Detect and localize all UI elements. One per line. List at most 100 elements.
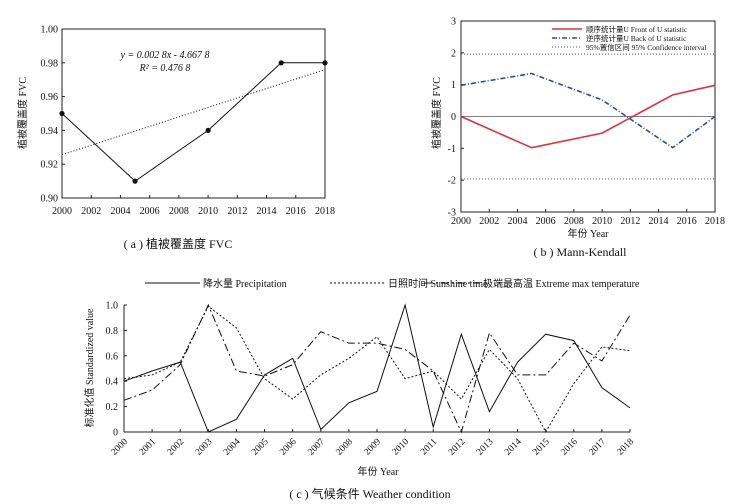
b-xtick-label: 2002 <box>479 216 499 227</box>
a-xtick-label: 2010 <box>198 206 218 217</box>
legend-label-extreme-temp: 极端最高温 Extreme max temperature <box>483 277 640 290</box>
b-xtick-label: 2000 <box>451 216 471 227</box>
panel-b-caption: ( b ) Mann-Kendall <box>534 245 628 259</box>
a-xtick-label: 2002 <box>81 206 101 217</box>
c-xtick-label: 2009 <box>363 437 384 458</box>
b-xtick-label: 2012 <box>620 216 640 227</box>
b-ytick-label: 2 <box>451 48 456 59</box>
legend-label-front-u: 顺序统计量U Front of U statistic <box>586 24 688 34</box>
c-xtick-label: 2012 <box>447 437 468 458</box>
panel-c-lines <box>123 303 631 434</box>
a-fvc-line <box>61 62 325 182</box>
c-extreme-temp-line <box>123 303 631 434</box>
panel-a-r2: R² = 0.476 8 <box>139 63 191 74</box>
a-xtick-label: 2004 <box>110 206 130 217</box>
c-xtick-label: 2007 <box>306 437 327 458</box>
c-xtick-label: 2018 <box>616 437 637 458</box>
c-xtick-label: 2003 <box>194 437 215 458</box>
legend-label-confidence: 95%置信区间 95% Confidence interval <box>586 42 707 52</box>
panel-c-x-ticks: 2000 2001 2002 2003 2004 2005 2006 2007 2008 2009… <box>110 429 637 458</box>
panel-a-lines <box>59 60 328 184</box>
c-ytick-label: 0.2 <box>106 402 119 413</box>
panel-b-lines <box>460 53 716 180</box>
c-ytick-label: 0 <box>113 428 118 439</box>
b-ytick-label: 3 <box>451 17 456 28</box>
a-xtick-label: 2016 <box>286 206 306 217</box>
b-xtick-label: 2008 <box>564 216 584 227</box>
c-precipitation-line <box>123 303 631 433</box>
b-front-u-line <box>460 84 716 149</box>
panel-b-y-label: 植被覆盖度 FVC <box>430 77 443 149</box>
c-sunshine-line <box>123 305 631 434</box>
b-back-u-line <box>460 72 716 149</box>
panel-a-x-ticks: 2000 2002 2004 2006 2008 2010 2012 2014 2016 2018 <box>52 195 335 217</box>
a-xtick-label: 2014 <box>257 206 277 217</box>
a-xtick-label: 2000 <box>52 206 72 217</box>
c-xtick-label: 2011 <box>419 437 439 457</box>
c-xtick-label: 2014 <box>503 437 524 458</box>
panel-a-fvc: 0.900.920.940.960.981.00 2000 2002 2004 200… <box>16 25 335 252</box>
b-ytick-label: -2 <box>448 176 456 187</box>
a-fvc-point <box>59 110 65 117</box>
b-xtick-label: 2014 <box>649 216 669 227</box>
panel-c-legend: 降水量 Precipitation 日照时间 Sunshine time 极端最… <box>145 277 640 290</box>
b-xtick-label: 2010 <box>592 216 612 227</box>
panel-c-x-label: 年份 Year <box>358 465 400 478</box>
a-fvc-point <box>322 60 328 66</box>
panel-b-x-ticks: 2000 2002 2004 2006 2008 2010 2012 2014 2016 2018 <box>451 209 725 227</box>
c-xtick-label: 2001 <box>138 437 159 458</box>
a-fvc-point <box>205 127 211 133</box>
panel-b-legend: 顺序统计量U Front of U statistic 逆序统计量U Back … <box>552 24 707 52</box>
a-fvc-point <box>278 60 284 66</box>
a-fvc-point <box>132 178 138 184</box>
a-ytick-label: 1.00 <box>41 25 59 36</box>
panel-a-y-ticks: 0.90 0.92 0.94 0.96 0.98 1.00 <box>41 25 65 205</box>
a-xtick-label: 2018 <box>315 206 335 217</box>
a-xtick-label: 2008 <box>169 206 189 217</box>
c-xtick-label: 2004 <box>222 437 243 458</box>
panel-c-weather: 00.20.40.60.81.0 2000 2001 2002 2003 2004 200… <box>83 277 640 501</box>
a-ytick-label: 0.98 <box>41 58 59 69</box>
panel-a-equation: y = 0.002 8x - 4.667 8 <box>120 50 210 61</box>
b-xtick-label: 2018 <box>705 216 725 227</box>
legend-label-precipitation: 降水量 Precipitation <box>203 277 287 290</box>
b-xtick-label: 2006 <box>536 216 556 227</box>
b-xtick-label: 2004 <box>507 216 527 227</box>
panel-c-y-label: 标准化值 Standardized value <box>83 308 96 427</box>
a-trend-line <box>61 69 326 156</box>
a-xtick-label: 2006 <box>140 206 160 217</box>
panel-c-y-ticks: 0 0.2 0.4 0.6 0.8 1.0 <box>106 301 127 439</box>
c-xtick-label: 2005 <box>250 437 271 458</box>
b-ytick-label: -1 <box>448 144 456 155</box>
panel-a-caption: ( a ) 植被覆盖度 FVC <box>124 236 233 251</box>
panel-a-y-label: 植被覆盖度 FVC <box>16 77 29 149</box>
a-ytick-label: 0.94 <box>41 126 59 137</box>
c-ytick-label: 1.0 <box>106 301 119 312</box>
panel-b-x-label: 年份 Year <box>568 227 610 240</box>
c-ytick-label: 0.6 <box>106 351 119 362</box>
a-ytick-label: 0.92 <box>41 160 59 171</box>
legend-label-sunshine: 日照时间 Sunshine time <box>388 277 488 290</box>
b-ytick-label: 0 <box>451 112 456 123</box>
b-ytick-label: -3 <box>448 208 456 219</box>
a-ytick-label: 0.90 <box>41 194 59 205</box>
a-ytick-label: 0.96 <box>41 92 59 103</box>
b-xtick-label: 2016 <box>677 216 697 227</box>
a-xtick-label: 2012 <box>227 206 247 217</box>
legend-label-back-u: 逆序统计量U Back of U statistic <box>586 33 687 43</box>
c-ytick-label: 0.4 <box>106 377 119 388</box>
panel-c-caption: ( c ) 气候条件 Weather condition <box>289 486 450 501</box>
c-xtick-label: 2016 <box>559 437 580 458</box>
b-ytick-label: 1 <box>451 80 456 91</box>
c-xtick-label: 2010 <box>391 437 412 458</box>
c-xtick-label: 2000 <box>110 437 131 458</box>
c-xtick-label: 2006 <box>278 437 299 458</box>
c-xtick-label: 2013 <box>475 437 496 458</box>
c-xtick-label: 2017 <box>588 437 609 458</box>
c-xtick-label: 2008 <box>335 437 356 458</box>
c-xtick-label: 2015 <box>531 437 552 458</box>
c-xtick-label: 2002 <box>166 437 187 458</box>
c-ytick-label: 0.8 <box>106 326 119 337</box>
